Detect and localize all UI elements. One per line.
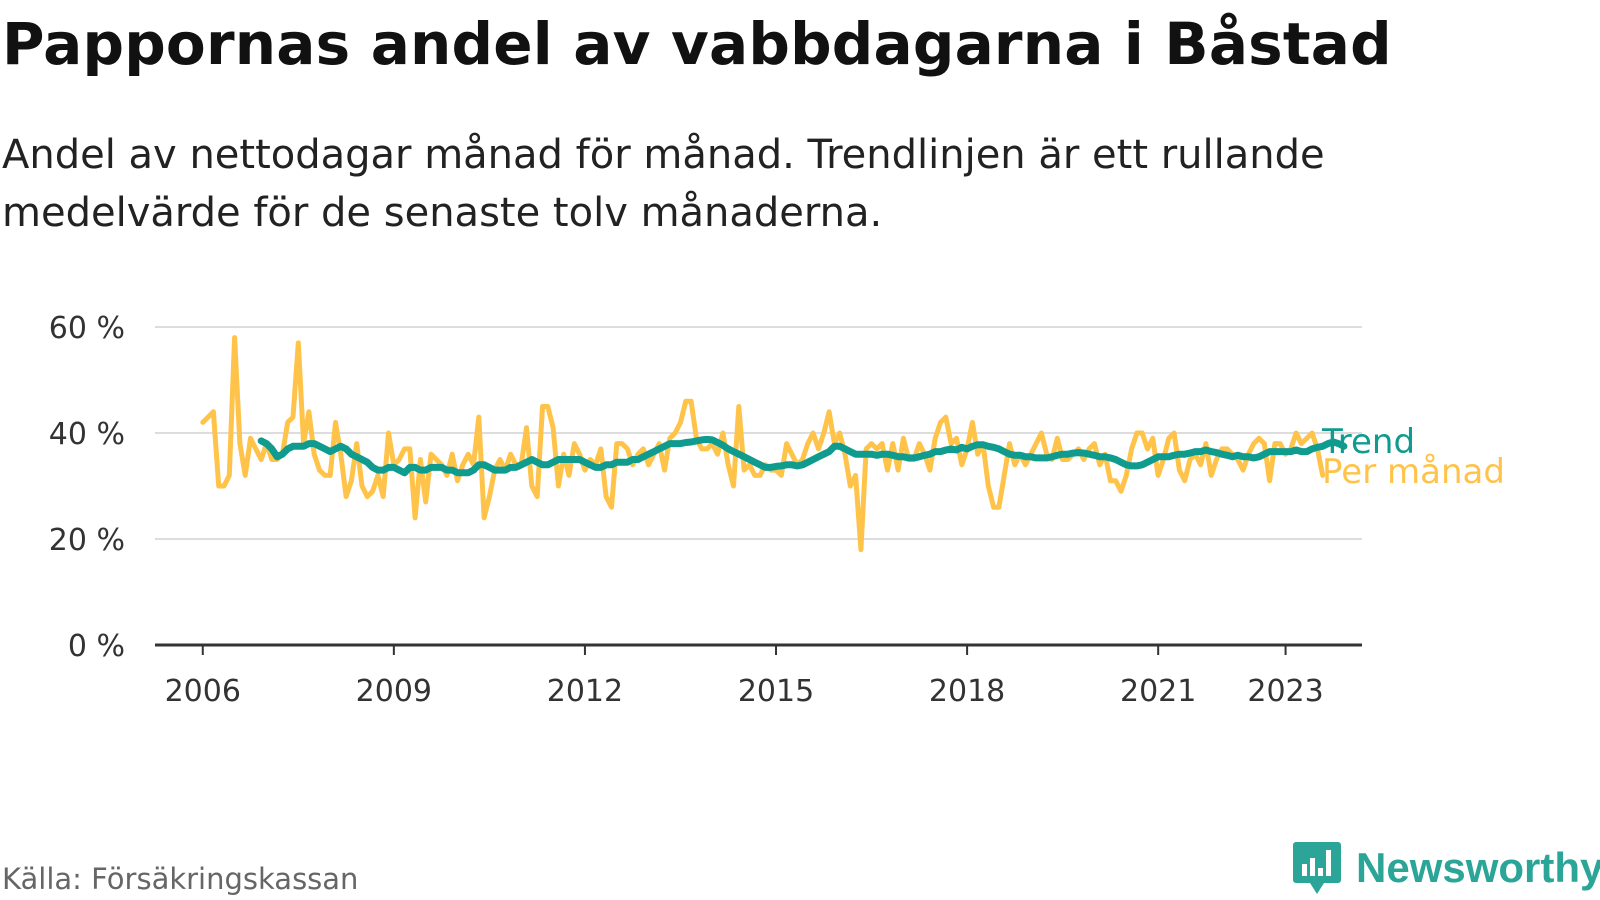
x-axis-ticks: 2006 2009 2012 2015 2018 2021 2023 — [165, 645, 1324, 709]
line-chart: 0 % 20 % 40 % 60 % 2006 2009 2012 2015 2018 2021… — [49, 311, 1505, 709]
newsworthy-logo[interactable]: Newsworthy — [1292, 840, 1600, 896]
x-tick-label: 2012 — [547, 674, 623, 709]
monthly-line — [200, 335, 1326, 553]
y-tick-label: 40 % — [49, 417, 125, 452]
x-tick-label: 2018 — [929, 674, 1005, 709]
source-note: Källa: Försäkringskassan — [2, 862, 359, 896]
x-tick-label: 2015 — [738, 674, 814, 709]
x-tick-label: 2006 — [165, 674, 241, 709]
x-tick-label: 2021 — [1120, 674, 1196, 709]
newsworthy-bars-icon — [1293, 842, 1341, 894]
y-tick-label: 20 % — [49, 523, 125, 558]
chart-subtitle: Andel av nettodagar månad för månad. Tre… — [2, 132, 1325, 236]
x-tick-label: 2009 — [356, 674, 432, 709]
x-tick-label: 2023 — [1247, 674, 1323, 709]
chart-title: Pappornas andel av vabbdagarna i Båstad — [2, 10, 1392, 78]
series-lines — [200, 335, 1348, 553]
brand-name: Newsworthy — [1356, 844, 1600, 891]
y-tick-label: 60 % — [49, 311, 125, 346]
trend-line — [257, 435, 1348, 477]
y-tick-label: 0 % — [68, 629, 125, 664]
series-label-trend: Trend — [1321, 422, 1415, 462]
y-axis-ticks: 0 % 20 % 40 % 60 % — [49, 311, 125, 664]
series-label-monthly: Per månad — [1322, 452, 1505, 492]
grid-lines — [155, 326, 1362, 647]
